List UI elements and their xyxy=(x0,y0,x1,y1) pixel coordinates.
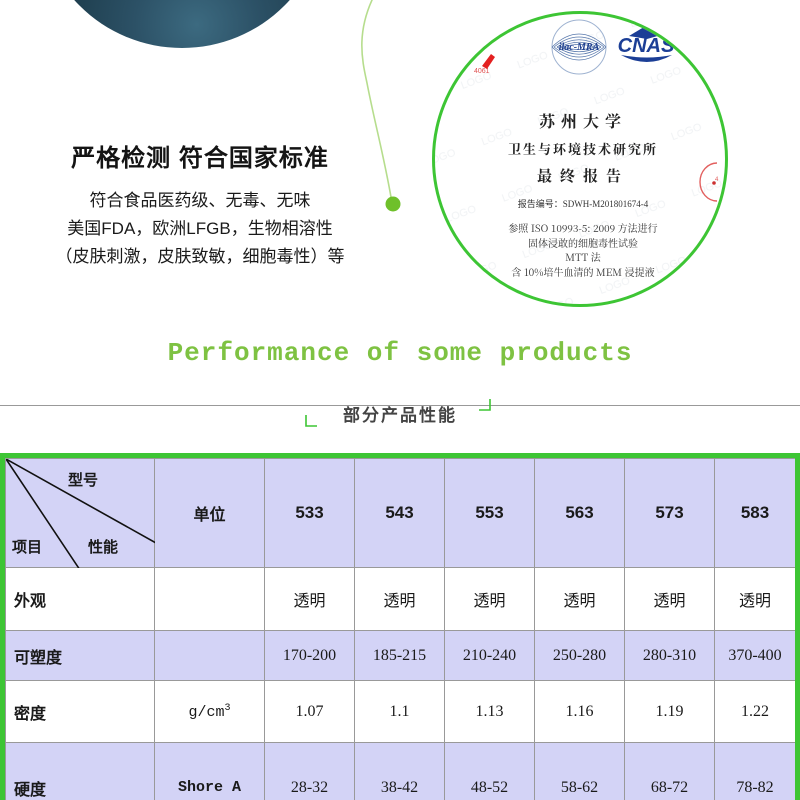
svg-text:4061: 4061 xyxy=(474,68,490,73)
svg-text:ilac-MRA: ilac-MRA xyxy=(559,42,600,53)
svg-text:CNAS: CNAS xyxy=(618,35,675,57)
